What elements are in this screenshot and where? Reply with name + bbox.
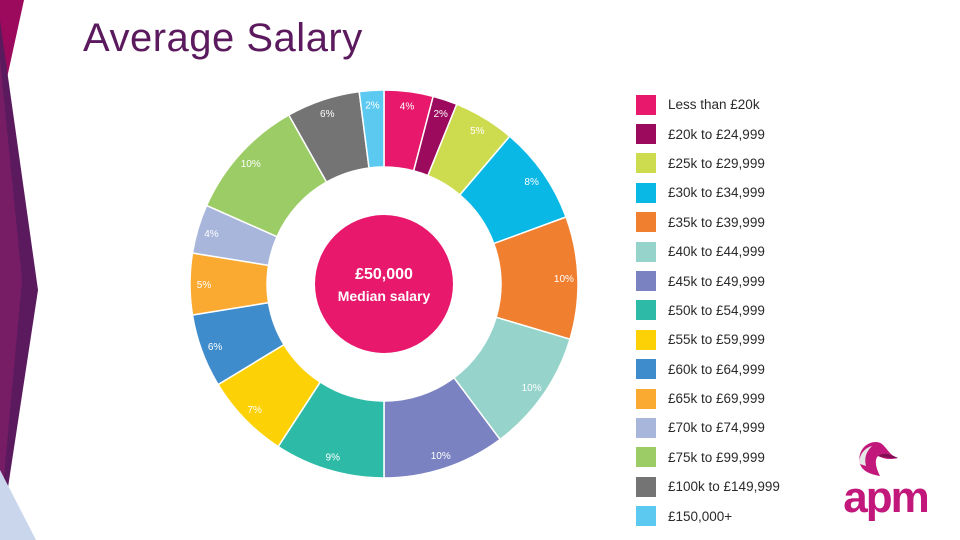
legend-label: £45k to £49,999 (668, 273, 765, 289)
donut-slice (358, 89, 385, 169)
legend-swatch (636, 153, 656, 174)
donut-chart: 4% 2% 5% 8% 10% 10% 10% 9% 7% 6% 5% 4% 10% 6% 2% £50,0… (189, 89, 579, 479)
legend-label: £50k to £54,999 (668, 302, 765, 318)
legend-label: £40k to £44,999 (668, 244, 765, 260)
median-salary-circle (315, 215, 453, 353)
legend-item: £150,000+ (636, 501, 780, 530)
legend-swatch (636, 329, 656, 350)
legend-label: Less than £20k (668, 97, 760, 113)
deco-shape-3 (0, 60, 22, 520)
legend-item: £70k to £74,999 (636, 413, 780, 442)
slice-percent-label: 2% (365, 100, 380, 111)
slice-percent-label: 5% (197, 280, 212, 291)
apm-logo-text: apm (843, 473, 929, 522)
legend-swatch (636, 300, 656, 321)
apm-logo-bird-icon (859, 442, 898, 476)
slice-percent-label: 7% (247, 405, 262, 416)
decorative-corner-shapes (0, 0, 38, 540)
legend-label: £150,000+ (668, 508, 733, 524)
legend-label: £65k to £69,999 (668, 391, 765, 407)
chart-slices (189, 89, 579, 479)
legend-label: £100k to £149,999 (668, 479, 780, 495)
legend-swatch (636, 388, 656, 409)
legend-item: £100k to £149,999 (636, 472, 780, 501)
slice-percent-label: 6% (320, 109, 335, 120)
slice-percent-label: 6% (208, 342, 223, 353)
legend-item: £60k to £64,999 (636, 355, 780, 384)
legend-label: £30k to £34,999 (668, 185, 765, 201)
slide-title: Average Salary (83, 16, 363, 60)
legend-item: £35k to £39,999 (636, 208, 780, 237)
slice-percent-label: 10% (431, 451, 451, 462)
legend-swatch (636, 271, 656, 292)
legend-item: £30k to £34,999 (636, 178, 780, 207)
legend-item: £25k to £29,999 (636, 149, 780, 178)
legend-item: £50k to £54,999 (636, 296, 780, 325)
legend-swatch (636, 476, 656, 497)
slice-percent-label: 4% (400, 101, 415, 112)
legend-swatch (636, 447, 656, 468)
deco-shape-4 (0, 470, 36, 540)
legend-label: £60k to £64,999 (668, 361, 765, 377)
slice-percent-label: 10% (241, 159, 261, 170)
slice-percent-label: 2% (433, 109, 448, 120)
legend-item: £45k to £49,999 (636, 266, 780, 295)
legend-label: £20k to £24,999 (668, 126, 765, 142)
legend-swatch (636, 417, 656, 438)
legend-swatch (636, 241, 656, 262)
legend-swatch (636, 506, 656, 527)
slice-percent-label: 8% (524, 177, 539, 188)
slice-percent-label: 4% (204, 229, 219, 240)
legend-swatch (636, 212, 656, 233)
legend-item: £20k to £24,999 (636, 119, 780, 148)
legend-item: Less than £20k (636, 90, 780, 119)
legend-label: £70k to £74,999 (668, 420, 765, 436)
center-label: Median salary (338, 288, 431, 304)
slice-percent-label: 5% (470, 126, 485, 137)
legend-swatch (636, 94, 656, 115)
legend-item: £55k to £59,999 (636, 325, 780, 354)
slice-percent-label: 10% (522, 383, 542, 394)
chart-legend: Less than £20k £20k to £24,999 £25k to £29… (636, 90, 780, 531)
legend-item: £40k to £44,999 (636, 237, 780, 266)
slice-percent-label: 9% (326, 453, 341, 464)
center-value: £50,000 (355, 266, 413, 283)
legend-label: £55k to £59,999 (668, 332, 765, 348)
legend-label: £25k to £29,999 (668, 155, 765, 171)
legend-swatch (636, 124, 656, 145)
legend-item: £75k to £99,999 (636, 443, 780, 472)
chart-slice-labels: 4% 2% 5% 8% 10% 10% 10% 9% 7% 6% 5% 4% 10% 6% 2% (197, 100, 574, 463)
legend-item: £65k to £69,999 (636, 384, 780, 413)
legend-label: £35k to £39,999 (668, 214, 765, 230)
legend-swatch (636, 359, 656, 380)
slice-percent-label: 10% (554, 274, 574, 285)
legend-swatch (636, 182, 656, 203)
legend-label: £75k to £99,999 (668, 449, 765, 465)
